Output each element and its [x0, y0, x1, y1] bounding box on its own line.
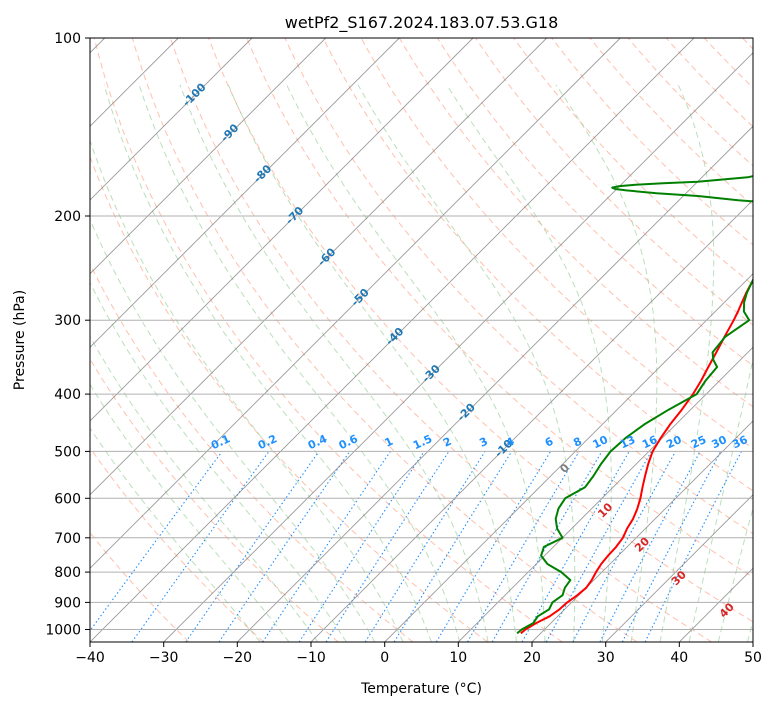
plot-frame — [89, 37, 754, 643]
chart-title: wetPf2_S167.2024.183.07.53.G18 — [285, 13, 559, 33]
mixing-ratio-line — [435, 451, 552, 642]
y-tick-label: 1000 — [45, 623, 81, 639]
isotherm-line — [236, 125, 753, 642]
y-tick-label: 300 — [54, 313, 81, 329]
mixing-ratio-label: 13 — [618, 433, 637, 451]
y-axis-ticks: 100 200 300 400 500 600 700 800 900 1000 — [45, 31, 90, 639]
isotherm-line — [384, 273, 753, 642]
moist-adiabat-line — [103, 84, 432, 642]
moist-adiabat-line — [555, 84, 658, 642]
mixing-ratio-line — [364, 451, 486, 642]
x-axis-label: Temperature (°C) — [360, 681, 482, 697]
mixing-ratio-label: 10 — [591, 433, 611, 451]
temperature-line — [520, 278, 753, 635]
mixing-ratio-label: 20 — [664, 433, 684, 451]
moist-adiabat-line — [90, 139, 404, 642]
y-tick-label: 100 — [54, 31, 81, 47]
dry-adiabat-line — [475, 38, 753, 326]
isotherm-line — [457, 346, 753, 642]
moist-adiabat-line — [179, 84, 489, 642]
x-tick-label: 0 — [380, 650, 389, 666]
isotherm-line — [90, 38, 695, 642]
dry-adiabat-line — [398, 38, 753, 408]
dry-adiabat-line — [246, 38, 753, 578]
isotherm-line — [531, 420, 753, 642]
x-tick-label: 10 — [449, 650, 467, 666]
mixing-ratio-label: 25 — [689, 433, 708, 451]
isotherm-line — [90, 38, 253, 201]
isotherm-line — [163, 52, 753, 642]
mixing-ratio-line — [131, 451, 270, 642]
mixing-ratio-line — [467, 451, 580, 642]
mixing-ratio-line — [218, 451, 351, 642]
isotherm-lines — [90, 38, 753, 642]
y-tick-label: 400 — [54, 387, 81, 403]
moist-adiabat-line — [659, 84, 715, 642]
dry-adiabat-line — [322, 38, 753, 492]
moist-adiabats — [90, 84, 753, 642]
moist-adiabat-line — [90, 427, 261, 642]
moist-adiabat-line — [717, 506, 753, 642]
y-tick-label: 500 — [54, 444, 81, 460]
moist-adiabat-line — [688, 356, 753, 642]
mixing-ratio-label: 16 — [640, 433, 660, 451]
plot-area: -100-90-80-70-60-50-40-30-20-100.1 0.2 0.4… — [90, 38, 753, 642]
x-tick-label: −30 — [149, 650, 179, 666]
isotherm-line — [90, 38, 548, 496]
moist-adiabat-line — [357, 84, 576, 642]
pressure-gridlines — [90, 38, 753, 630]
profile-series — [516, 175, 753, 635]
x-axis-ticks: −40 −30 −20 −10 0 10 20 30 40 50 — [75, 642, 762, 666]
moist-adiabat-line — [90, 383, 290, 642]
mixing-ratio-line — [393, 451, 513, 642]
mixing-ratio-line — [572, 451, 676, 642]
y-tick-label: 700 — [54, 531, 81, 547]
isotherm-line — [310, 199, 753, 642]
dry-adiabat-line — [90, 446, 264, 642]
moist-adiabat-line — [446, 84, 612, 642]
mixing-ratio-label: 30 — [710, 433, 730, 451]
isotherm-line — [605, 494, 753, 642]
y-tick-label: 800 — [54, 565, 81, 581]
moist-adiabat-line — [90, 281, 347, 642]
moist-adiabat-line — [90, 335, 319, 642]
y-tick-label: 900 — [54, 595, 81, 611]
mixing-ratio-label: 36 — [730, 433, 750, 451]
x-tick-label: 40 — [670, 650, 688, 666]
moist-adiabat-line — [90, 218, 376, 642]
x-tick-label: 50 — [744, 650, 762, 666]
isotherm-line — [90, 38, 474, 422]
isotherm-line — [90, 38, 327, 275]
x-tick-label: 30 — [597, 650, 615, 666]
dewpoint-line — [516, 175, 753, 635]
dry-adiabat-line — [627, 38, 753, 167]
moist-adiabat-line — [227, 84, 517, 642]
dry-adiabat-line — [208, 38, 753, 623]
mixing-ratio-line — [90, 451, 223, 632]
moist-adiabat-line — [138, 84, 461, 642]
x-tick-label: −40 — [75, 650, 105, 666]
x-tick-label: −10 — [296, 650, 326, 666]
isotherm-line — [90, 38, 400, 348]
x-tick-label: 20 — [523, 650, 541, 666]
mixing-ratio-line — [521, 451, 630, 642]
x-tick-label: −20 — [223, 650, 253, 666]
y-axis-label: Pressure (hPa) — [12, 290, 28, 390]
dry-adiabat-line — [513, 38, 753, 286]
moist-adiabat-line — [286, 84, 546, 642]
dry-adiabat-line — [93, 38, 563, 642]
dry-adiabat-line — [131, 38, 638, 642]
isotherm-line — [90, 38, 621, 569]
dry-adiabat-line — [90, 262, 414, 642]
y-tick-label: 200 — [54, 209, 81, 225]
y-tick-label: 600 — [54, 491, 81, 507]
mixing-ratio-line — [325, 451, 450, 642]
